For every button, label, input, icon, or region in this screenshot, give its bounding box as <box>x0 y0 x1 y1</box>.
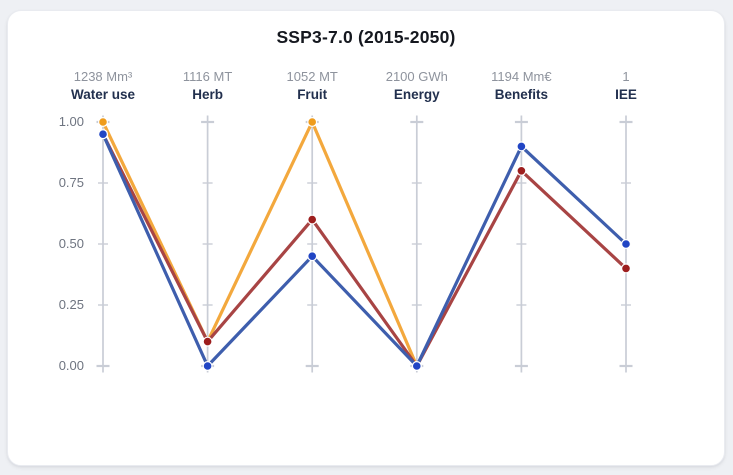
orange-series-point-fruit[interactable] <box>307 116 318 127</box>
blue-series-point-fruit[interactable] <box>307 251 318 262</box>
axis-name-label: Fruit <box>297 87 328 102</box>
blue-series-point-energy[interactable] <box>411 361 422 372</box>
blue-series-point-herb[interactable] <box>202 361 213 372</box>
red-series-point-iee[interactable] <box>620 263 631 274</box>
red-series-point-herb[interactable] <box>202 336 213 347</box>
axis-name-label: Energy <box>393 87 440 102</box>
axis-header-fruit: 1052 MT Fruit <box>252 68 372 104</box>
axis-max-value: 1194 Mm€ <box>491 69 552 84</box>
axis-header-benefits: 1194 Mm€ Benefits <box>461 68 581 104</box>
axis-header-herb: 1116 MT Herb <box>148 68 268 104</box>
axis-name-label: Herb <box>192 87 223 102</box>
axis-max-value: 2100 GWh <box>385 69 448 84</box>
orange-series-point-water-use[interactable] <box>97 116 108 127</box>
axis-max-value: 1238 Mm³ <box>73 69 133 84</box>
y-tick-label: 0.25 <box>58 297 84 312</box>
axis-name-label: Water use <box>70 87 136 102</box>
red-series-point-fruit[interactable] <box>307 214 318 225</box>
axis-max-value: 1 <box>622 69 630 84</box>
y-tick-label: 1.00 <box>58 114 84 129</box>
red-series-point-benefits[interactable] <box>516 165 527 176</box>
blue-series-line <box>101 132 628 368</box>
blue-series-point-benefits[interactable] <box>516 141 527 152</box>
blue-series-point-water-use[interactable] <box>97 129 108 140</box>
y-tick-label: 0.75 <box>58 175 84 190</box>
y-tick-label: 0.00 <box>58 358 84 373</box>
orange-series-line <box>101 120 419 368</box>
axis-name-label: Benefits <box>494 87 549 102</box>
axis-header-water-use: 1238 Mm³ Water use <box>43 68 163 104</box>
blue-series-point-iee[interactable] <box>620 239 631 250</box>
axis-header-iee: 1 IEE <box>566 68 686 104</box>
axis-name-label: IEE <box>615 87 637 102</box>
axis-max-value: 1116 MT <box>182 69 233 84</box>
axis-header-energy: 2100 GWh Energy <box>357 68 477 104</box>
red-series-line <box>101 132 628 368</box>
axis-max-value: 1052 MT <box>286 69 338 84</box>
y-tick-label: 0.50 <box>58 236 84 251</box>
chart-card <box>7 10 725 466</box>
chart-title: SSP3-7.0 (2015-2050) <box>276 27 456 47</box>
